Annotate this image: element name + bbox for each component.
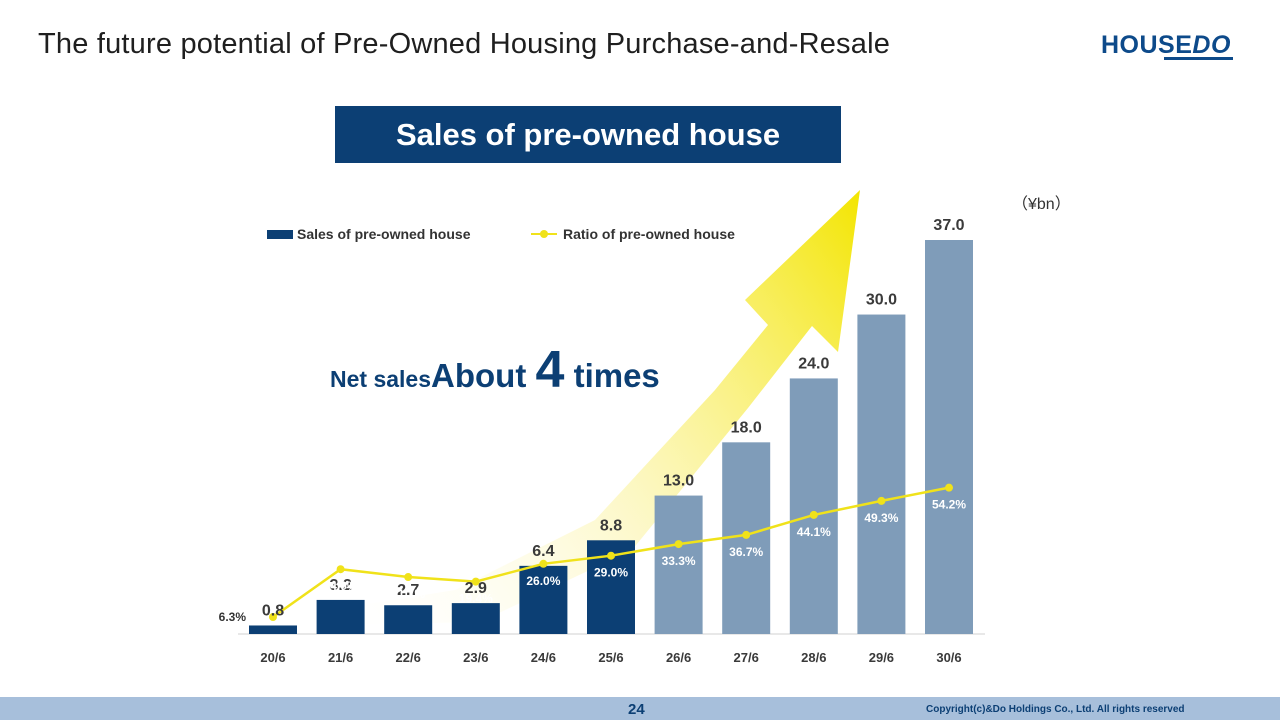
ratio-value-label: 49.3%: [864, 511, 898, 525]
page-number: 24: [628, 701, 645, 718]
legend-line-swatch: [531, 230, 557, 238]
callout-prefix: Net sales: [330, 366, 432, 392]
ratio-point: [539, 559, 548, 568]
ratio-value-label: 44.1%: [797, 525, 831, 539]
x-tick-label: 27/6: [734, 650, 759, 665]
ratio-point: [269, 612, 277, 621]
bar-value-label: 2.9: [465, 580, 487, 597]
growth-arrow: [330, 190, 860, 625]
bar-value-label: 30.0: [866, 292, 897, 309]
x-tick-label: 20/6: [260, 650, 285, 665]
ratio-point: [471, 577, 480, 586]
unit-label: （¥bn）: [1012, 196, 1071, 213]
bar-26-6: [654, 495, 703, 634]
bar-value-label: 2.7: [397, 582, 419, 599]
callout-mid: About: [431, 357, 536, 394]
bar-21-6: [316, 599, 365, 634]
legend-sales-label: Sales of pre-owned house: [297, 226, 471, 242]
ratio-point: [945, 483, 953, 492]
callout-number: 4: [535, 341, 565, 399]
x-tick-label: 24/6: [531, 650, 556, 665]
bar-28-6: [789, 378, 838, 634]
bar-20-6: [249, 625, 297, 634]
ratio-point: [674, 540, 683, 549]
bar-value-label: 0.8: [262, 602, 284, 619]
ratio-point: [809, 510, 818, 519]
ratio-point: [742, 530, 751, 539]
bar-value-label: 8.8: [600, 517, 622, 534]
legend-item-ratio: Ratio of pre-owned house: [531, 226, 735, 242]
x-tick-label: 28/6: [801, 650, 826, 665]
bar-29-6: [857, 314, 906, 634]
page-title: The future potential of Pre-Owned Housin…: [38, 28, 891, 60]
ratio-point: [404, 573, 413, 582]
ratio-value-label: 36.7%: [729, 545, 763, 559]
bar-24-6: [519, 565, 568, 634]
ratio-value-label: 24.0%: [324, 579, 358, 593]
ratio-value-label: 33.3%: [662, 554, 696, 568]
logo-text-house: HOUSE: [1101, 31, 1193, 59]
x-tick-label: 29/6: [869, 650, 894, 665]
ratio-value-label: 29.0%: [594, 566, 628, 580]
ratio-value-label: 6.3%: [219, 610, 247, 624]
ratio-point: [336, 565, 345, 574]
footer-bar: [0, 697, 1280, 720]
ratio-value-label: 19.4%: [459, 592, 493, 606]
x-tick-label: 22/6: [396, 650, 421, 665]
houseedo-logo: HOUSEDO: [1101, 31, 1231, 60]
x-tick-label: 26/6: [666, 650, 691, 665]
bar-value-label: 3.2: [329, 577, 351, 594]
legend-ratio-label: Ratio of pre-owned house: [563, 226, 735, 242]
bar-value-label: 24.0: [798, 355, 829, 372]
x-tick-label: 21/6: [328, 650, 353, 665]
ratio-value-label: 21.1%: [391, 587, 425, 601]
bar-22-6: [384, 605, 433, 634]
bar-value-label: 6.4: [532, 543, 554, 560]
bar-23-6: [451, 603, 500, 634]
ratio-point: [877, 496, 886, 505]
callout-suffix: times: [564, 357, 660, 394]
x-tick-label: 25/6: [598, 650, 623, 665]
bar-30-6: [925, 240, 973, 634]
ratio-value-label: 54.2%: [932, 498, 966, 512]
x-tick-label: 30/6: [936, 650, 961, 665]
ratio-point: [607, 551, 615, 560]
ratio-value-label: 26.0%: [526, 574, 560, 588]
copyright-text: Copyright(c)&Do Holdings Co., Ltd. All r…: [926, 704, 1185, 715]
growth-callout: Net salesAbout 4 times: [330, 340, 660, 400]
legend-bar-swatch: [267, 229, 293, 239]
bar-value-label: 13.0: [663, 473, 694, 490]
x-tick-label: 23/6: [463, 650, 488, 665]
chart-banner-title: Sales of pre-owned house: [335, 106, 841, 163]
logo-text-do: DO: [1192, 31, 1231, 59]
legend-item-sales: Sales of pre-owned house: [267, 226, 470, 242]
bar-value-label: 18.0: [731, 419, 762, 436]
bar-value-label: 37.0: [933, 217, 964, 234]
